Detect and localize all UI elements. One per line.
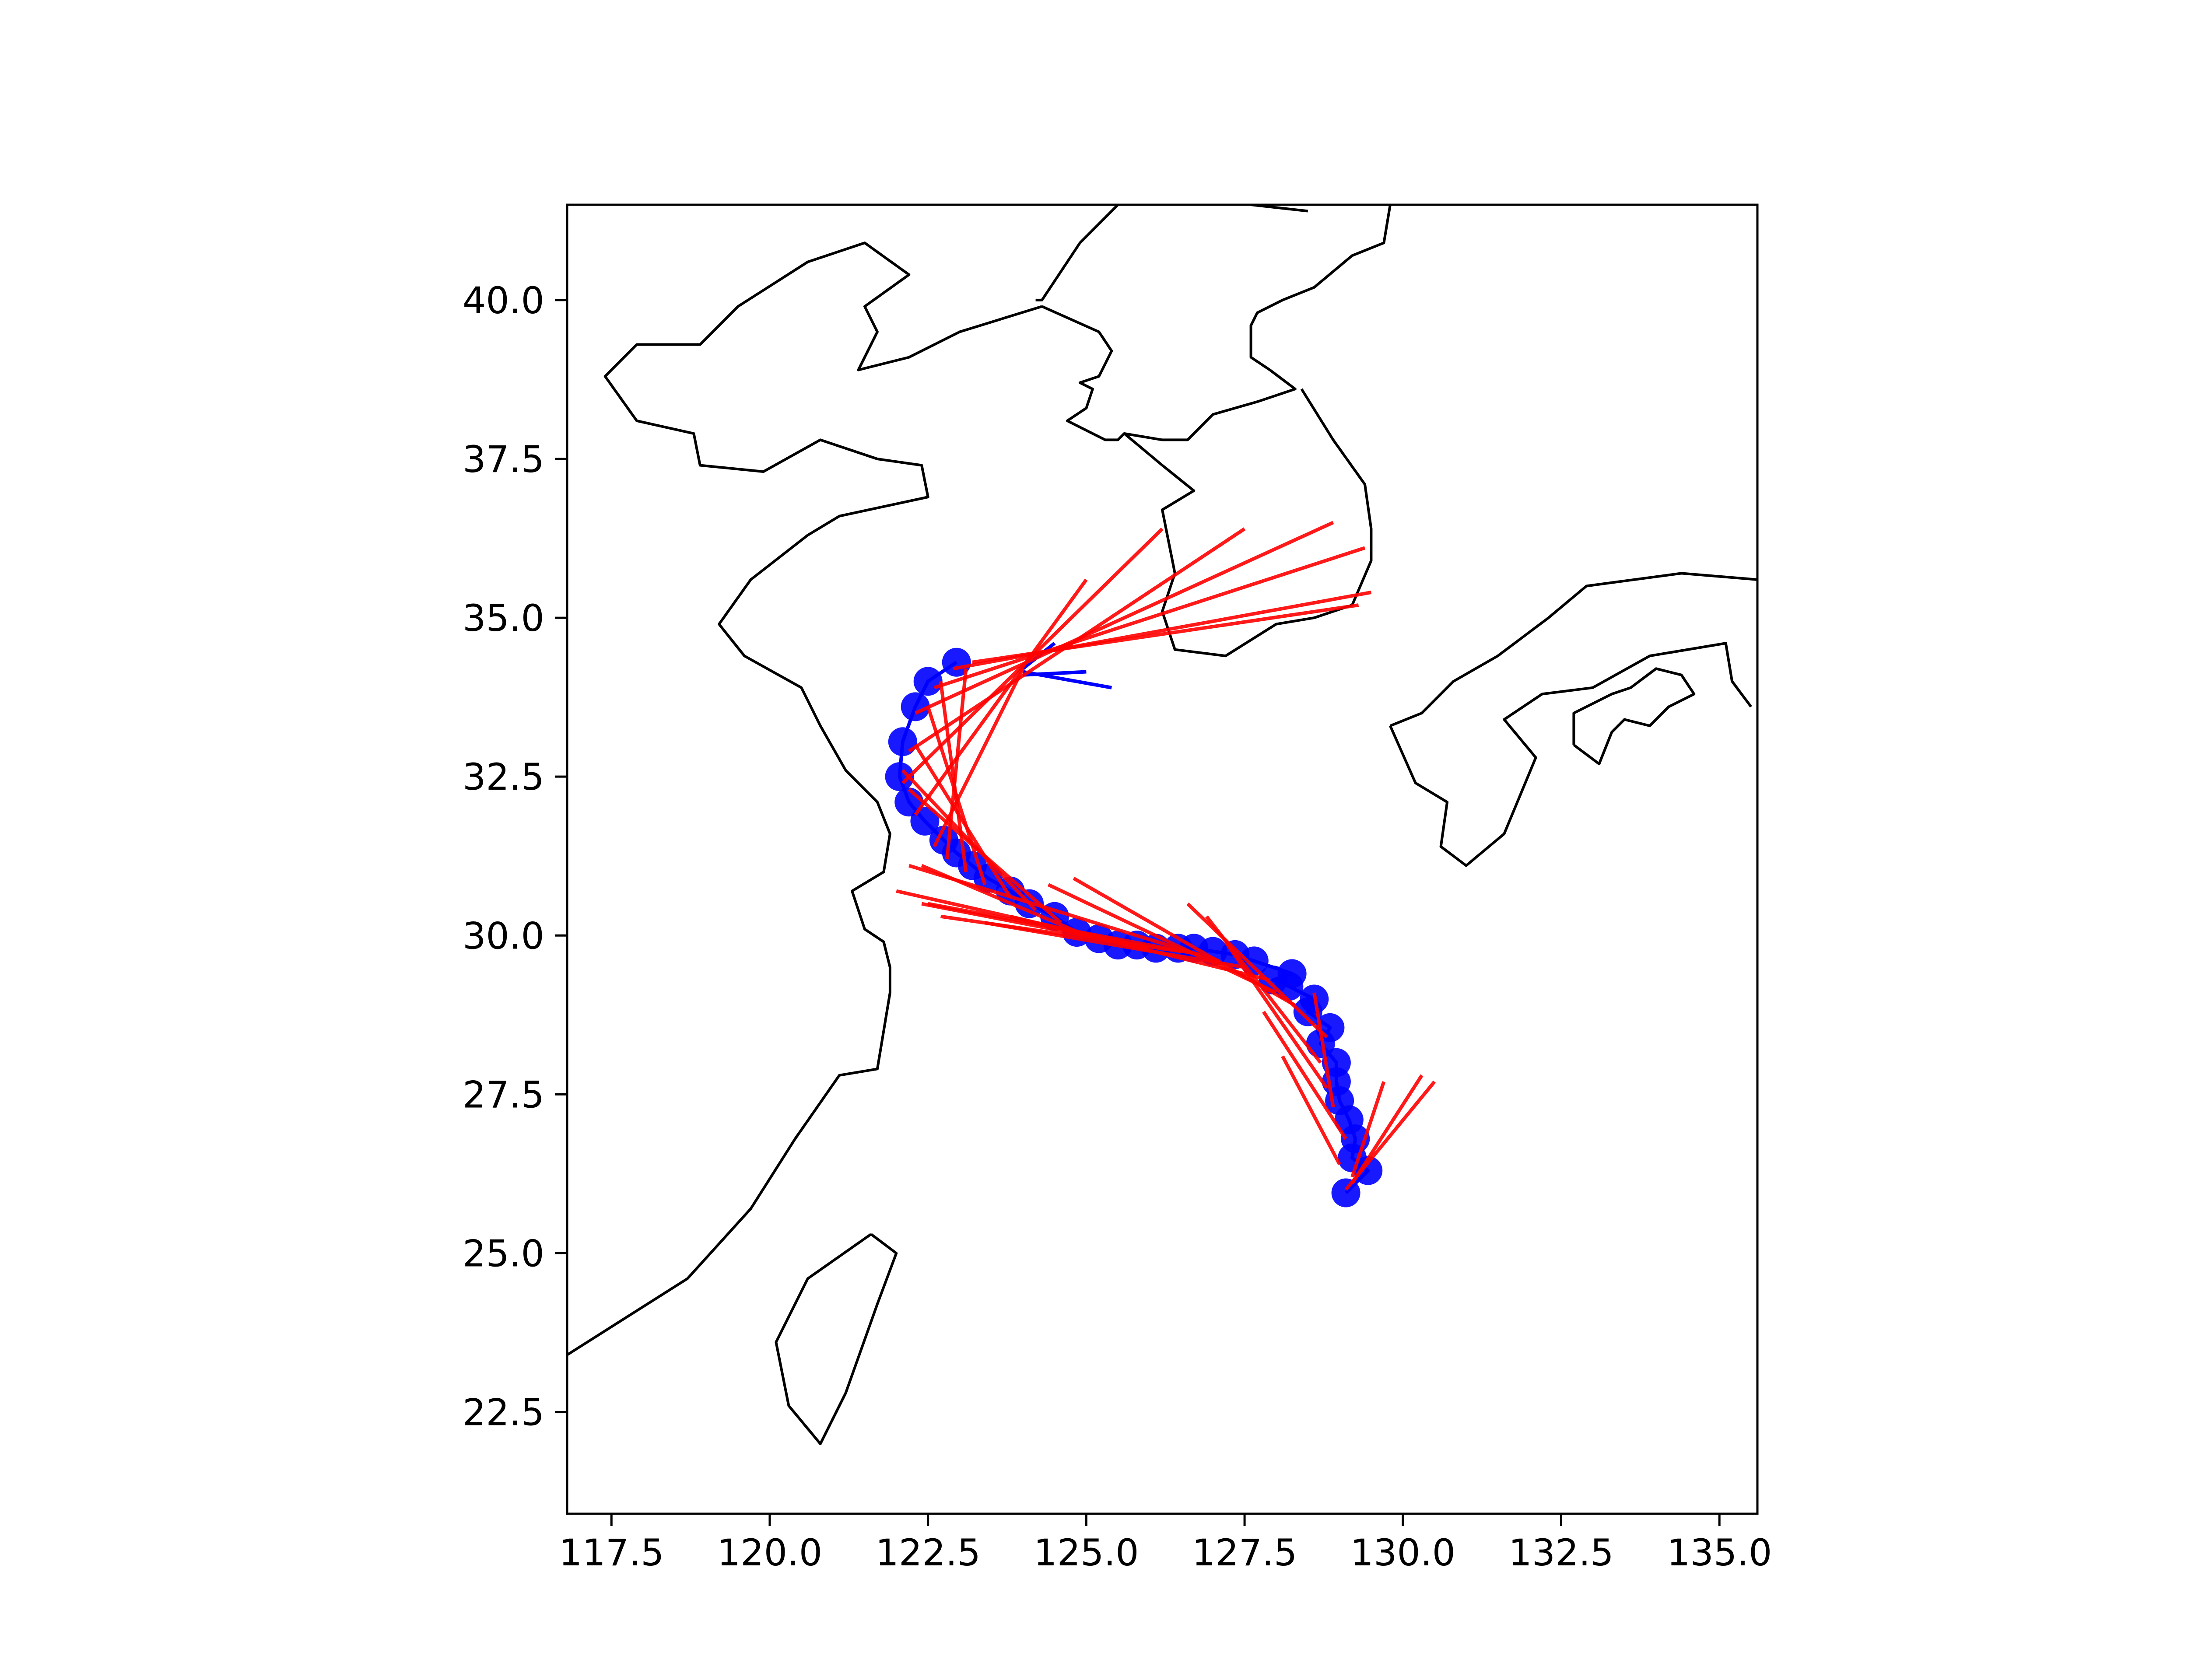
coastline-korea-south-coast <box>1123 388 1373 658</box>
forecast-track-segment <box>945 668 968 860</box>
x-tick-label: 127.5 <box>1192 1531 1297 1574</box>
forecast-track-segment <box>921 864 1087 937</box>
forecast-track-segment <box>1350 1081 1386 1178</box>
y-axis: 22.5 25.0 27.5 30.0 32.5 35.0 37.5 40.0 <box>463 279 567 1434</box>
observed-track-point <box>885 762 914 791</box>
y-tick-label: 25.0 <box>463 1232 544 1275</box>
coastline-korea-west-coast <box>1041 205 1392 441</box>
x-tick-label: 132.5 <box>1508 1531 1613 1574</box>
forecast-track-segment <box>1186 902 1328 1039</box>
forecast-track-segment <box>1350 1074 1424 1184</box>
forecast-track-layer <box>896 521 1436 1191</box>
coastline-japan-kyushu <box>1389 642 1752 867</box>
x-axis: 117.5 120.0 122.5 125.0 127.5 130.0 132.5 135.0 <box>559 1514 1772 1574</box>
observed-track-point <box>1322 1048 1351 1077</box>
forecast-track-segment <box>914 578 1088 816</box>
observed-track-point <box>1277 959 1307 988</box>
observed-track-point <box>1331 1178 1360 1208</box>
y-tick-label: 35.0 <box>463 597 544 640</box>
y-tick-label: 37.5 <box>463 438 544 481</box>
forecast-track-segment <box>1312 992 1335 1108</box>
x-tick-label: 135.0 <box>1667 1531 1772 1574</box>
coastline-japan-shikoku <box>1572 667 1696 766</box>
x-tick-label: 122.5 <box>875 1531 980 1574</box>
observed-track-point <box>913 667 943 696</box>
x-tick-label: 117.5 <box>559 1531 664 1574</box>
observed-track-point <box>901 692 930 721</box>
axes-frame <box>566 203 1759 1515</box>
y-tick-label: 22.5 <box>463 1391 544 1434</box>
forecast-track-segment <box>915 521 1334 715</box>
observed-track-segment <box>1023 670 1087 677</box>
x-tick-label: 125.0 <box>1034 1531 1139 1574</box>
y-tick-label: 32.5 <box>463 756 544 798</box>
observed-track-point <box>888 727 917 756</box>
y-tick-label: 30.0 <box>463 914 544 957</box>
forecast-track-segment <box>972 603 1359 664</box>
forecast-track-segment <box>933 546 1366 690</box>
coastline-china-coast <box>567 242 1042 1356</box>
coastline-korea-china-border <box>1035 205 1119 301</box>
coastline-japan-kyushu-north <box>1389 572 1757 727</box>
forecast-track-segment <box>939 681 968 872</box>
forecast-track-segment <box>1047 883 1277 994</box>
y-tick-label: 27.5 <box>463 1073 544 1116</box>
coastline-taiwan <box>775 1233 898 1446</box>
x-tick-label: 130.0 <box>1350 1531 1455 1574</box>
forecast-track-segment <box>1262 1011 1347 1140</box>
x-tick-label: 120.0 <box>717 1531 822 1574</box>
forecast-track-segment <box>933 668 1025 847</box>
y-tick-label: 40.0 <box>463 279 544 322</box>
observed-track-point <box>942 648 971 677</box>
coastline-layer <box>567 205 1757 1446</box>
forecast-track-segment <box>1281 1055 1341 1166</box>
